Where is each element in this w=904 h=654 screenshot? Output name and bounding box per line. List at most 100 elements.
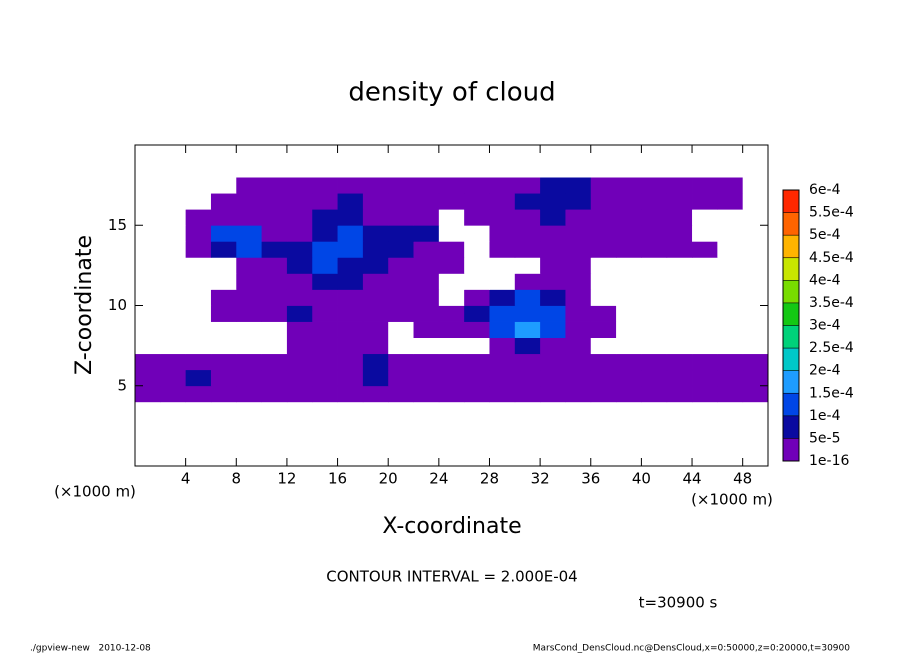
field-cell	[362, 369, 389, 387]
field-cell	[692, 177, 718, 194]
field-cell	[514, 337, 541, 355]
field-cell	[210, 225, 237, 242]
field-cell	[590, 257, 617, 274]
field-cell	[616, 337, 642, 355]
field-cell	[616, 401, 642, 419]
field-cell	[362, 161, 389, 178]
field-cell	[210, 145, 237, 162]
field-cell	[286, 321, 313, 338]
field-cell	[742, 369, 769, 387]
field-cell	[540, 177, 566, 194]
field-cell	[692, 241, 718, 258]
field-cell	[565, 193, 592, 210]
field-cell	[692, 209, 718, 226]
colorbar-segment	[783, 370, 799, 394]
field-cell	[692, 305, 718, 322]
field-cell	[489, 353, 516, 371]
field-cell	[286, 369, 313, 387]
field-cell	[185, 305, 212, 322]
field-cell	[540, 401, 566, 419]
field-cell	[565, 209, 592, 226]
field-cell	[438, 241, 465, 258]
field-cell	[489, 177, 516, 194]
field-cell	[261, 177, 288, 194]
x-tick-label: 32	[531, 470, 550, 488]
field-cell	[616, 257, 642, 274]
field-cell	[286, 401, 313, 419]
field-cell	[185, 193, 212, 210]
field-cell	[717, 257, 744, 274]
field-cell	[438, 369, 465, 387]
field-cell	[160, 161, 187, 178]
field-cell	[362, 257, 389, 274]
field-cell	[742, 177, 769, 194]
chart-title: density of cloud	[348, 78, 555, 108]
field-cell	[210, 289, 237, 306]
field-cell	[540, 321, 566, 338]
field-cell	[337, 449, 364, 467]
field-cell	[514, 193, 541, 210]
field-cell	[337, 417, 364, 435]
field-cell	[489, 257, 516, 274]
field-cell	[666, 417, 693, 435]
field-cell	[312, 449, 338, 467]
field-cell	[464, 161, 490, 178]
y-axis-label: Z-coordinate	[72, 235, 97, 375]
field-cell	[236, 241, 262, 258]
field-cell	[464, 385, 490, 403]
field-cell	[135, 369, 161, 387]
x-tick-label: 36	[581, 470, 600, 488]
field-cell	[362, 225, 389, 242]
field-cell	[717, 145, 744, 162]
field-cell	[565, 449, 592, 467]
field-cell	[540, 449, 566, 467]
field-cell	[160, 177, 187, 194]
field-cell	[692, 401, 718, 419]
field-cell	[666, 177, 693, 194]
field-cell	[236, 145, 262, 162]
field-cell	[261, 449, 288, 467]
field-cell	[135, 353, 161, 371]
field-cell	[565, 353, 592, 371]
time-label: t=30900 s	[639, 594, 718, 612]
field-cell	[692, 145, 718, 162]
field-cell	[590, 369, 617, 387]
field-cell	[413, 321, 440, 338]
field-cell	[210, 385, 237, 403]
field-cell	[717, 273, 744, 290]
field-cell	[286, 289, 313, 306]
field-cell	[717, 321, 744, 338]
field-cell	[210, 241, 237, 258]
field-cell	[135, 145, 161, 162]
field-cell	[540, 353, 566, 371]
field-cell	[514, 401, 541, 419]
field-cell	[514, 305, 541, 322]
field-cell	[464, 433, 490, 451]
field-cell	[413, 145, 440, 162]
field-cell	[261, 305, 288, 322]
field-cell	[337, 401, 364, 419]
field-cell	[135, 449, 161, 467]
field-cell	[616, 177, 642, 194]
field-cell	[438, 337, 465, 355]
field-cell	[717, 417, 744, 435]
field-cell	[160, 401, 187, 419]
field-cell	[185, 257, 212, 274]
x-tick-label: 44	[682, 470, 701, 488]
field-cell	[666, 321, 693, 338]
field-cell	[135, 305, 161, 322]
field-cell	[286, 337, 313, 355]
field-cell	[312, 369, 338, 387]
field-cell	[135, 225, 161, 242]
field-cell	[185, 161, 212, 178]
field-cell	[438, 225, 465, 242]
field-cell	[616, 241, 642, 258]
field-cell	[135, 241, 161, 258]
field-cell	[514, 177, 541, 194]
field-cell	[210, 257, 237, 274]
x-axis-label: X-coordinate	[382, 514, 521, 539]
field-cell	[312, 337, 338, 355]
field-cell	[362, 193, 389, 210]
field-cell	[641, 433, 668, 451]
field-cell	[565, 241, 592, 258]
